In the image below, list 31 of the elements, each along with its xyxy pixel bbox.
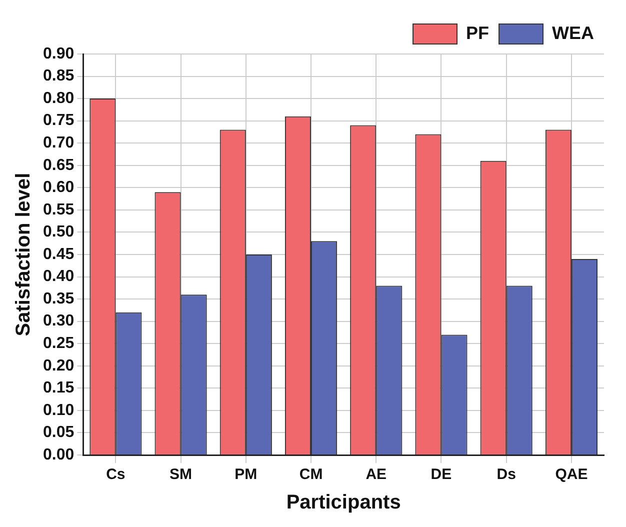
y-tick-label: 0.80 [43, 90, 74, 107]
x-axis-title: Participants [286, 492, 401, 514]
y-tick-label: 0.55 [43, 201, 74, 218]
y-tick-label: 0.40 [43, 268, 74, 286]
y-tick-label: 0.20 [43, 357, 74, 374]
y-tick-label: 0.70 [43, 134, 74, 152]
y-tick-label: 0.30 [43, 312, 74, 330]
y-tick-label: 0.90 [43, 45, 74, 62]
y-axis-title: Satisfaction level [12, 172, 35, 336]
y-tick-label: 0.25 [43, 335, 74, 352]
y-tick-label: 0.60 [43, 179, 74, 196]
x-tick-label: SM [170, 466, 192, 484]
x-tick-label: QAE [555, 466, 588, 484]
legend-label: PF [466, 22, 490, 43]
y-tick-label: 0.50 [43, 224, 74, 241]
y-tick-label: 0.75 [43, 112, 74, 130]
x-tick-label: CM [299, 466, 323, 484]
legend-label: WEA [552, 22, 594, 43]
y-tick-label: 0.10 [43, 402, 74, 419]
x-tick-label: Cs [106, 466, 126, 484]
y-tick-label: 0.15 [43, 380, 74, 397]
x-tick-label: AE [366, 466, 387, 484]
y-tick-label: 0.65 [43, 156, 74, 174]
x-tick-label: Ds [496, 466, 516, 484]
y-tick-label: 0.00 [43, 446, 74, 464]
y-tick-label: 0.85 [43, 68, 74, 85]
y-tick-label: 0.35 [43, 290, 74, 308]
x-tick-label: DE [430, 466, 452, 484]
x-tick-label: PM [234, 466, 258, 484]
y-tick-label: 0.05 [43, 424, 74, 442]
y-tick-label: 0.45 [43, 246, 74, 263]
